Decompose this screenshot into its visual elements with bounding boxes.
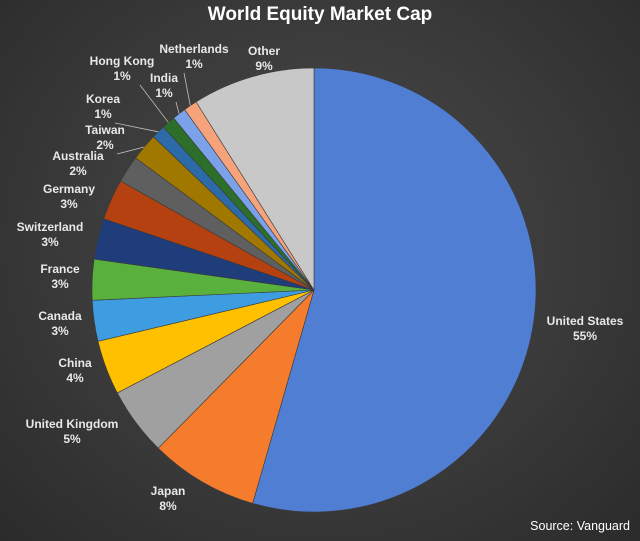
slice-value-taiwan: 2% <box>96 138 114 152</box>
slice-name-korea: Korea <box>86 92 120 106</box>
chart-title: World Equity Market Cap <box>208 4 433 25</box>
slice-name-other: Other <box>248 44 280 58</box>
slice-name-taiwan: Taiwan <box>85 123 125 137</box>
slice-labels: United States 55% Japan 8% United Kingdom 5% C… <box>17 42 624 513</box>
slice-value-australia: 2% <box>69 164 87 178</box>
leader-line-india <box>175 101 180 114</box>
slice-value-hong-kong: 1% <box>113 69 131 83</box>
pie-slice-japan <box>157 289 315 504</box>
slice-value-united-kingdom: 5% <box>63 432 81 446</box>
source-note: Source: Vanguard <box>530 519 630 533</box>
slice-value-india: 1% <box>155 86 173 100</box>
slice-name-hong-kong: Hong Kong <box>90 54 155 68</box>
slice-name-netherlands: Netherlands <box>159 42 229 56</box>
slice-label-china: China 4% <box>58 356 92 385</box>
leader-line-hong-kong <box>139 84 169 123</box>
slice-label-india: India 1% <box>150 71 178 100</box>
slice-label-hong-kong: Hong Kong 1% <box>90 54 155 83</box>
slice-value-germany: 3% <box>60 197 78 211</box>
pie-slice-united-states <box>252 67 537 513</box>
slice-name-france: France <box>40 262 80 276</box>
slice-name-japan: Japan <box>151 484 186 498</box>
slice-label-united-kingdom: United Kingdom 5% <box>26 417 119 446</box>
slice-value-switzerland: 3% <box>41 235 59 249</box>
slice-label-switzerland: Switzerland 3% <box>17 220 84 249</box>
leader-line-taiwan <box>116 146 145 155</box>
slice-value-china: 4% <box>66 371 84 385</box>
slice-label-germany: Germany 3% <box>43 182 95 211</box>
slice-value-japan: 8% <box>159 499 177 513</box>
slice-label-australia: Australia 2% <box>52 149 104 178</box>
leader-line-netherlands <box>183 72 191 106</box>
slice-value-netherlands: 1% <box>185 57 203 71</box>
slice-value-united-states: 55% <box>573 329 597 343</box>
slice-name-united-kingdom: United Kingdom <box>26 417 119 431</box>
slice-value-korea: 1% <box>94 107 112 121</box>
slice-name-australia: Australia <box>52 149 104 163</box>
slice-value-other: 9% <box>255 59 273 73</box>
slice-label-united-states: United States 55% <box>547 314 624 343</box>
slice-name-india: India <box>150 71 178 85</box>
slice-name-china: China <box>58 356 92 370</box>
slice-name-germany: Germany <box>43 182 95 196</box>
slice-name-united-states: United States <box>547 314 624 328</box>
slice-label-canada: Canada 3% <box>38 309 82 338</box>
slice-name-switzerland: Switzerland <box>17 220 84 234</box>
slice-value-france: 3% <box>51 277 69 291</box>
pie-slices <box>91 67 537 513</box>
slice-label-japan: Japan 8% <box>151 484 186 513</box>
slice-label-korea: Korea 1% <box>86 92 120 121</box>
slice-name-canada: Canada <box>38 309 82 323</box>
slice-value-canada: 3% <box>51 324 69 338</box>
slice-label-taiwan: Taiwan 2% <box>85 123 125 152</box>
pie-slice-other <box>195 67 315 292</box>
leader-line-korea <box>114 122 159 133</box>
slice-label-netherlands: Netherlands 1% <box>159 42 229 71</box>
slice-label-other: Other 9% <box>248 44 280 73</box>
slice-label-france: France 3% <box>40 262 80 291</box>
leader-lines <box>114 72 191 155</box>
